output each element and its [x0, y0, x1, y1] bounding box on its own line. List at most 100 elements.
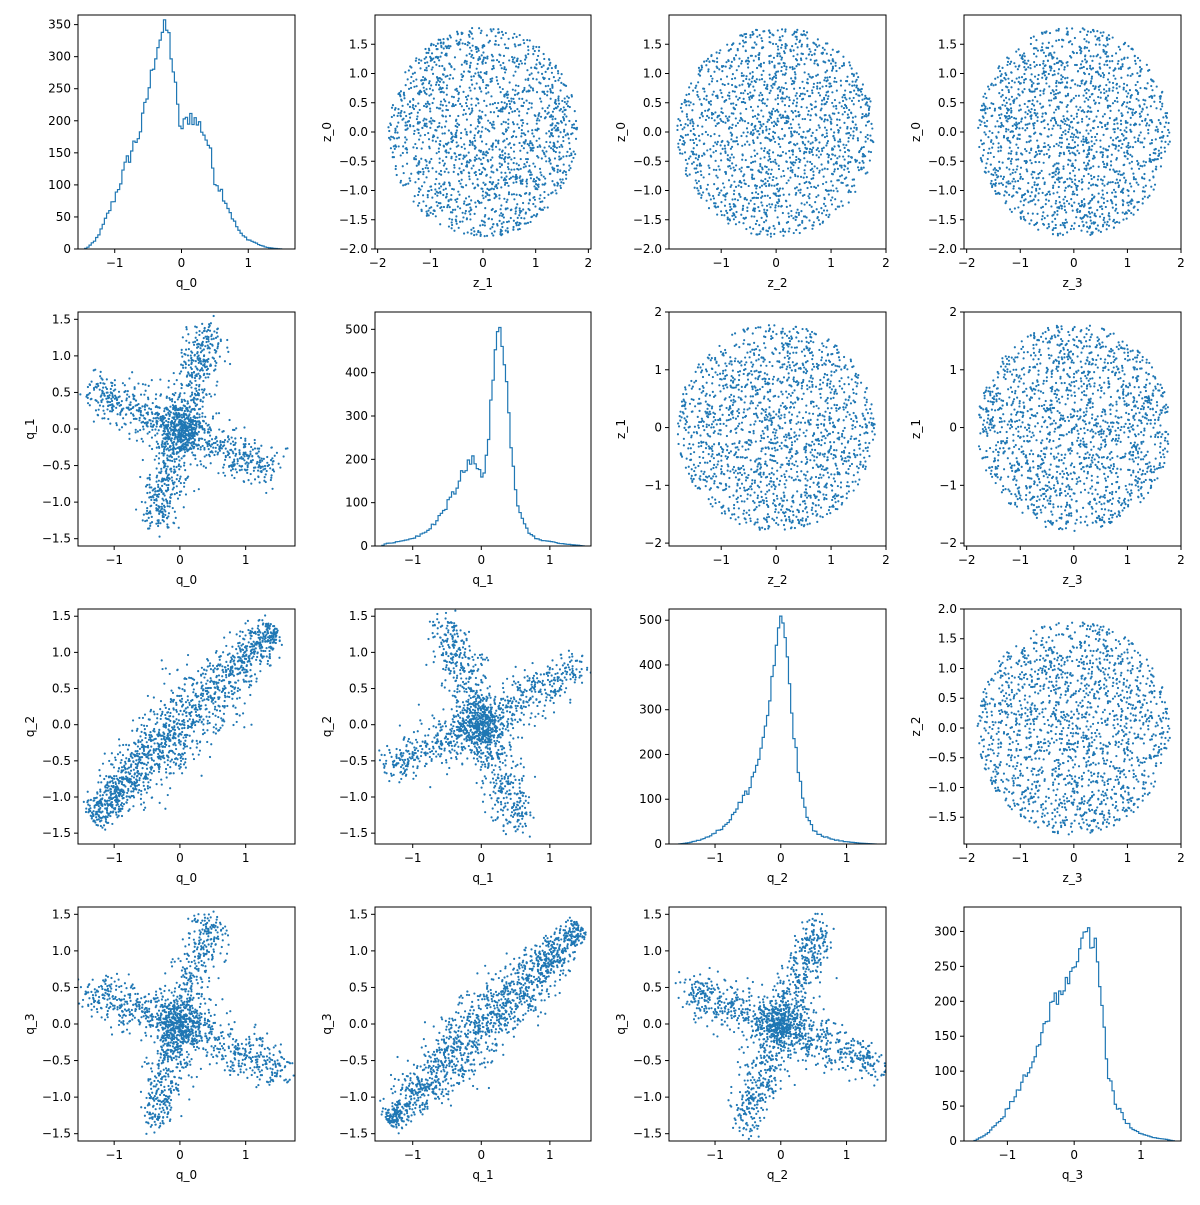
axes-frame — [77, 906, 296, 1142]
x-axis-label: z_2 — [768, 573, 788, 587]
x-tick-label: 0 — [1070, 553, 1078, 567]
x-tick-label: 1 — [532, 256, 540, 270]
x-tick-label: 1 — [843, 1148, 851, 1162]
y-tick-label: 200 — [345, 452, 368, 466]
x-tick-label: 0 — [477, 553, 485, 567]
x-tick-label: −1 — [404, 851, 422, 865]
y-tick-label: 1.5 — [349, 609, 368, 623]
y-tick-label: 0 — [654, 421, 662, 435]
x-tick-label: 2 — [1177, 256, 1185, 270]
axes-frame — [374, 608, 592, 845]
x-tick-label: 2 — [882, 553, 890, 567]
scatter-points — [378, 609, 591, 838]
y-tick-label: 200 — [934, 994, 957, 1008]
x-tick-label: 0 — [1070, 851, 1078, 865]
x-tick-label: 0 — [1070, 1148, 1078, 1162]
y-tick-label: −2.0 — [928, 242, 957, 256]
y-tick-label: −0.5 — [339, 1054, 368, 1068]
y-axis-label: z_0 — [909, 122, 923, 142]
panel-0-0: −1 0 1 0 50 100 150 200 250 300 350 q_0 — [48, 14, 296, 290]
panel-1-1: −1 0 1 0 100 200 300 400 500 q_1 — [345, 311, 592, 587]
axes-frame — [963, 311, 1182, 547]
y-tick-label: −2 — [939, 536, 957, 550]
y-tick-label: 1.0 — [52, 349, 71, 363]
x-tick-label: 0 — [777, 851, 785, 865]
y-tick-label: −1.5 — [42, 532, 71, 546]
x-axis-label: q_1 — [472, 1168, 493, 1182]
y-tick-label: −1.0 — [633, 184, 662, 198]
x-tick-label: 1 — [1137, 1148, 1145, 1162]
y-tick-label: 250 — [934, 959, 957, 973]
y-tick-label: 2.0 — [938, 602, 957, 616]
x-axis-label: q_2 — [767, 1168, 788, 1182]
y-tick-label: 0 — [949, 421, 957, 435]
plot-area — [82, 614, 283, 831]
y-tick-label: 1.5 — [52, 907, 71, 921]
x-axis-label: q_2 — [767, 871, 788, 885]
x-tick-label: −2 — [369, 256, 387, 270]
y-tick-label: −1.5 — [42, 826, 71, 840]
histogram-step — [84, 19, 283, 249]
x-tick-label: 2 — [1177, 553, 1185, 567]
y-tick-label: −1.5 — [42, 1127, 71, 1141]
panel-2-1: −1 0 1 −1.5 −1.0 −0.5 0.0 0.5 1.0 1.5 q_1 q_2 — [320, 608, 592, 885]
axes-frame — [77, 14, 296, 250]
x-axis-label: z_3 — [1063, 871, 1083, 885]
y-tick-label: −1.5 — [339, 213, 368, 227]
y-tick-label: −1.0 — [42, 1090, 71, 1104]
y-tick-label: 0.5 — [349, 96, 368, 110]
x-tick-label: −1 — [105, 851, 123, 865]
panel-0-3: −2 −1 0 1 2 −2.0 −1.5 −1.0 −0.5 0.0 0.5 1.0 1.5 z_3 z_… — [909, 14, 1185, 290]
y-tick-label: 1.5 — [52, 609, 71, 623]
x-tick-label: −2 — [958, 851, 976, 865]
x-tick-label: 2 — [882, 256, 890, 270]
x-tick-label: 1 — [242, 553, 250, 567]
y-tick-label: 1 — [654, 363, 662, 377]
y-tick-label: 0.5 — [52, 385, 71, 399]
plot-area — [378, 609, 591, 838]
x-tick-label: −1 — [105, 1148, 123, 1162]
plot-area — [973, 927, 1175, 1141]
y-tick-label: −1 — [939, 478, 957, 492]
y-tick-label: 0 — [949, 1134, 957, 1148]
scatter-points — [387, 26, 579, 238]
x-tick-label: −1 — [706, 851, 724, 865]
y-tick-label: 0.0 — [643, 1017, 662, 1031]
y-tick-label: 0.5 — [938, 691, 957, 705]
y-tick-label: −1.0 — [339, 790, 368, 804]
y-tick-label: 100 — [934, 1064, 957, 1078]
axes-frame — [668, 311, 887, 547]
plot-area — [678, 615, 877, 844]
scatter-points — [977, 324, 1170, 532]
y-tick-label: −0.5 — [42, 459, 71, 473]
plot-area — [976, 621, 1171, 836]
y-tick-label: 0 — [654, 837, 662, 851]
x-tick-label: 0 — [772, 553, 780, 567]
y-axis-label: q_3 — [23, 1013, 37, 1034]
x-tick-label: 0 — [176, 1148, 184, 1162]
y-tick-label: 1.5 — [643, 907, 662, 921]
scatter-points — [79, 314, 289, 538]
y-tick-label: 1.5 — [643, 37, 662, 51]
panel-3-1: −1 0 1 −1.5 −1.0 −0.5 0.0 0.5 1.0 1.5 q_1 q_3 — [320, 906, 592, 1182]
axes-frame — [668, 608, 887, 845]
x-axis-label: q_0 — [176, 573, 197, 587]
x-tick-label: 1 — [244, 256, 252, 270]
y-tick-label: 1.0 — [52, 944, 71, 958]
x-tick-label: 1 — [843, 851, 851, 865]
y-tick-label: 0.5 — [643, 96, 662, 110]
y-tick-label: 200 — [639, 747, 662, 761]
y-tick-label: 0.0 — [938, 721, 957, 735]
y-tick-label: −1.0 — [42, 495, 71, 509]
x-tick-label: −1 — [712, 553, 730, 567]
panel-1-2: −1 0 1 2 −2 −1 0 1 2 z_2 z_1 — [614, 305, 890, 587]
y-axis-label: z_2 — [909, 717, 923, 737]
y-tick-label: −1 — [644, 478, 662, 492]
x-tick-label: −1 — [421, 256, 439, 270]
panel-3-0: −1 0 1 −1.5 −1.0 −0.5 0.0 0.5 1.0 1.5 q_0 q_3 — [23, 906, 296, 1182]
x-axis-label: z_3 — [1063, 276, 1083, 290]
axes-frame — [963, 608, 1182, 845]
plot-area — [381, 326, 585, 546]
x-axis-label: q_3 — [1062, 1168, 1083, 1182]
